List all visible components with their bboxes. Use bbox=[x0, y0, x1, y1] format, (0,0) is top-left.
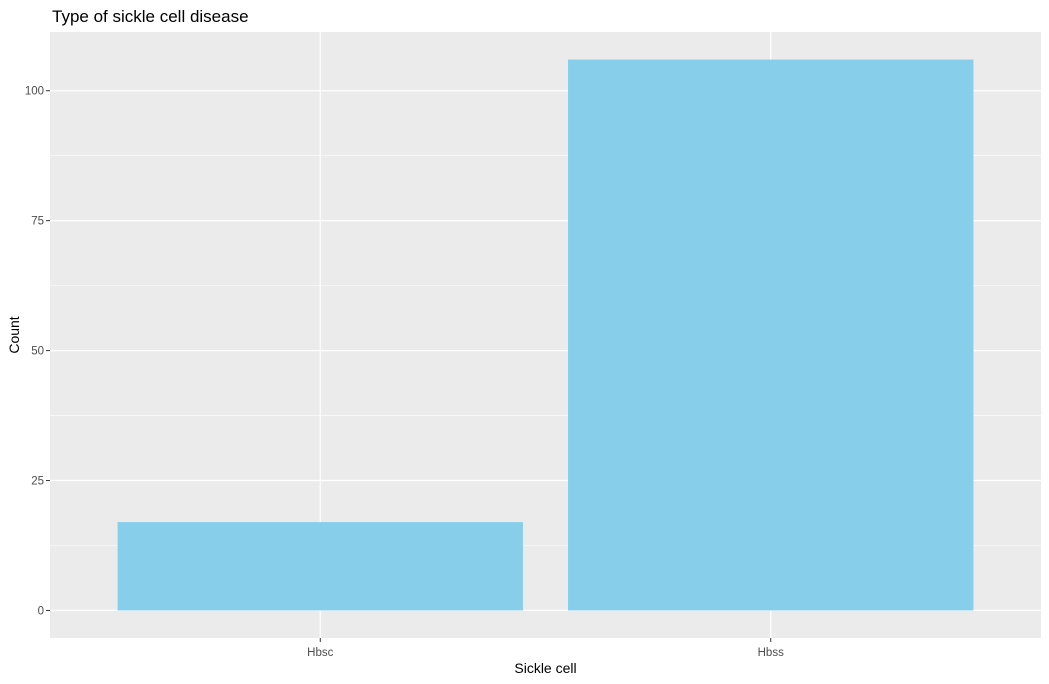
y-tick-label: 50 bbox=[31, 346, 44, 358]
y-axis-ticks: 0 25 50 75 100 bbox=[25, 86, 50, 617]
x-axis-title: Sickle cell bbox=[514, 660, 576, 676]
bar-hbss bbox=[568, 59, 974, 611]
y-tick-label: 0 bbox=[38, 605, 44, 617]
chart-title: Type of sickle cell disease bbox=[52, 7, 249, 26]
x-tick-label: Hbss bbox=[758, 647, 784, 659]
y-tick-label: 75 bbox=[31, 216, 44, 228]
y-axis-title: Count bbox=[6, 316, 22, 353]
bars bbox=[117, 59, 974, 611]
x-axis-ticks: Hbsc Hbss bbox=[307, 638, 784, 659]
x-tick-label: Hbsc bbox=[307, 647, 333, 659]
y-tick-label: 100 bbox=[25, 86, 44, 98]
y-tick-label: 25 bbox=[31, 476, 44, 488]
bar-hbsc bbox=[117, 522, 523, 611]
